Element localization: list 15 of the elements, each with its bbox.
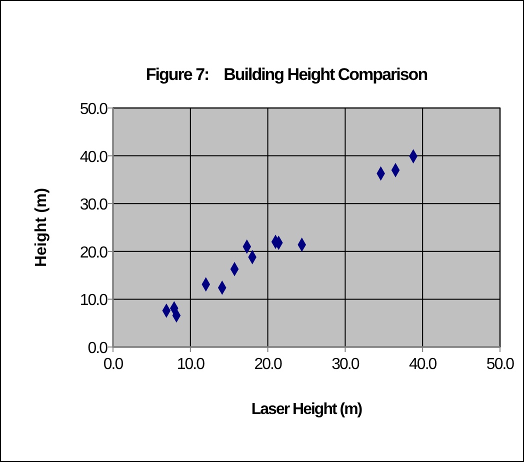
x-tick-label: 0.0 (103, 356, 124, 373)
x-tick-label: 30.0 (332, 356, 360, 373)
y-axis-title: Height (m) (33, 188, 50, 268)
x-tick-label: 40.0 (409, 356, 438, 373)
x-tick-label: 50.0 (486, 356, 515, 373)
x-axis-title: Laser Height (m) (251, 401, 362, 418)
x-tick-label: 10.0 (176, 356, 206, 373)
chart-title: Figure 7: Building Height Comparison (146, 65, 428, 84)
y-tick-label: 30.0 (80, 196, 108, 214)
y-tick-label: 20.0 (80, 244, 108, 262)
x-tick-label: 20.0 (254, 356, 282, 373)
y-tick-label: 10.0 (80, 292, 108, 310)
y-tick-label: 0.0 (88, 340, 108, 357)
y-tick-label: 50.0 (80, 101, 108, 118)
y-tick-label: 40.0 (80, 148, 108, 166)
